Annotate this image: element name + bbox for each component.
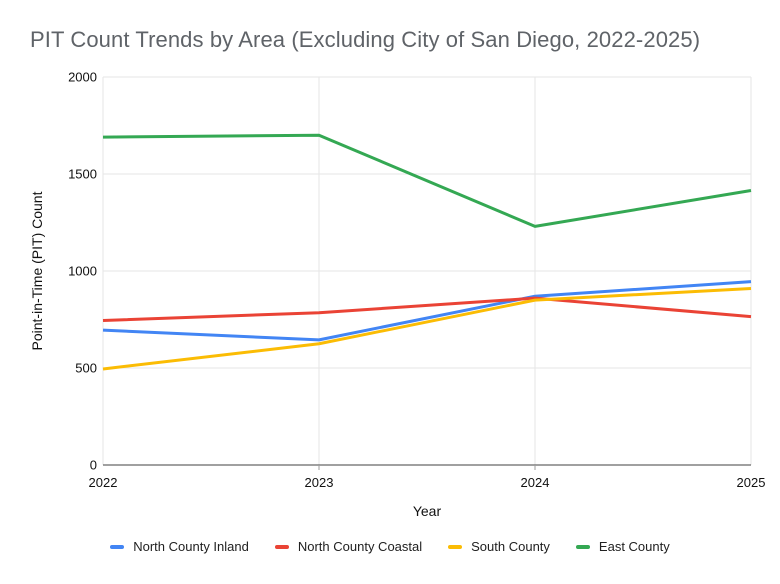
series-line-north-county-inland (102, 280, 752, 342)
x-tick-label: 2025 (737, 475, 766, 490)
x-tick-label: 2024 (521, 475, 550, 490)
chart-legend: North County Inland North County Coastal S… (0, 539, 780, 554)
x-tick-label: 2022 (89, 475, 118, 490)
y-tick-label: 0 (90, 458, 97, 473)
y-tick-label: 1500 (68, 167, 97, 182)
x-axis-title: Year (412, 503, 442, 519)
series-line-south-county (102, 286, 752, 371)
x-tick-label: 2023 (305, 475, 334, 490)
legend-item-east-county: East County (575, 539, 670, 554)
legend-marker-north-county-inland (110, 544, 125, 549)
legend-marker-south-county (448, 544, 463, 549)
legend-label: South County (471, 539, 550, 554)
y-tick-label: 500 (75, 361, 97, 376)
y-tick-label: 2000 (68, 70, 97, 85)
series-line-east-county (102, 133, 752, 228)
legend-label: East County (598, 539, 670, 554)
legend-label: North County Coastal (297, 539, 423, 554)
legend-label: North County Inland (133, 539, 249, 554)
legend-item-north-county-inland: North County Inland (110, 539, 249, 554)
legend-item-south-county: South County (448, 539, 550, 554)
legend-marker-east-county (575, 544, 590, 549)
legend-marker-north-county-coastal (274, 544, 289, 549)
line-chart-plot-area: 0 500 1000 1500 2000 2022 2023 2024 2025 (68, 70, 766, 491)
y-tick-label: 1000 (68, 264, 97, 279)
chart-title: PIT Count Trends by Area (Excluding City… (30, 27, 701, 52)
y-axis-title: Point-in-Time (PIT) Count (29, 191, 45, 351)
series-line-north-county-coastal (102, 296, 752, 322)
legend-item-north-county-coastal: North County Coastal (274, 539, 423, 554)
